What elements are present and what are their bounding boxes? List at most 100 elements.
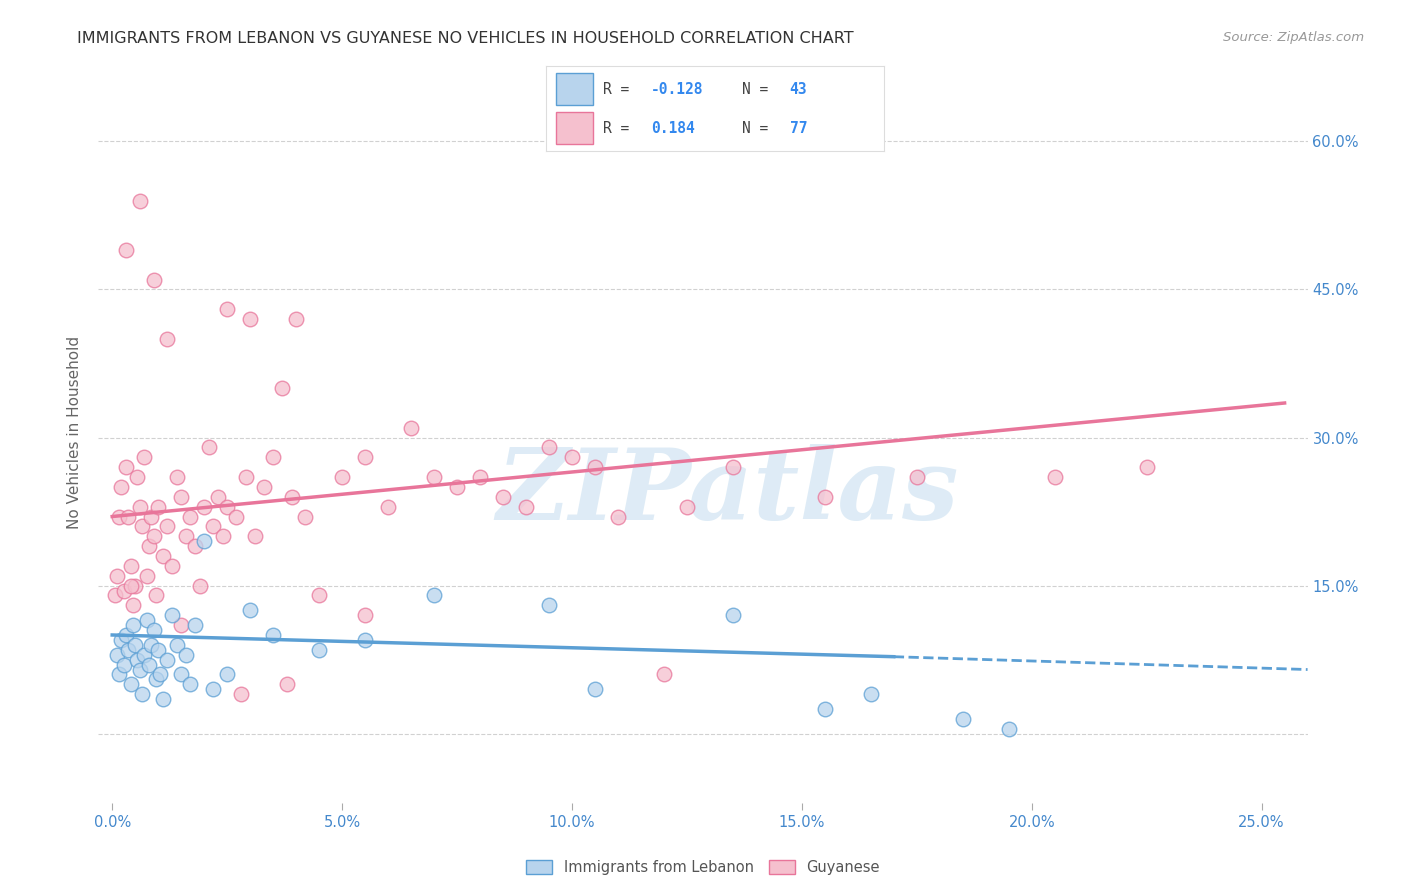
Point [859,687,882,701]
Point [537,599,560,613]
Point [721,460,744,475]
Point [120,579,142,593]
Point [141,509,163,524]
Point [135,613,157,627]
Point [131,687,153,701]
Point [160,558,183,573]
Point [115,460,138,475]
Point [308,642,330,657]
Point [127,470,149,484]
Point [138,657,160,672]
Point [120,677,142,691]
Point [184,539,207,553]
Point [188,579,211,593]
Point [952,712,974,726]
Text: Source: ZipAtlas.com: Source: ZipAtlas.com [1223,31,1364,45]
Point [148,642,170,657]
Point [308,589,330,603]
Point [152,549,174,563]
Point [399,420,422,434]
Point [128,500,150,514]
Point [243,529,266,543]
Point [174,529,197,543]
Point [446,480,468,494]
Point [1043,470,1066,484]
Point [271,381,294,395]
Point [122,599,145,613]
Point [814,702,837,716]
Point [112,657,135,672]
Point [179,509,201,524]
Point [115,628,138,642]
Point [354,450,377,465]
Point [330,470,353,484]
Point [122,618,145,632]
Point [225,509,247,524]
Point [280,490,302,504]
Point [124,638,146,652]
Point [112,583,135,598]
Point [179,677,201,691]
Point [997,722,1019,736]
Point [134,648,156,662]
Point [253,480,276,494]
Point [276,677,298,691]
Point [492,490,515,504]
Point [141,638,163,652]
Point [537,441,560,455]
Point [156,519,179,533]
Point [149,667,172,681]
Point [134,450,156,465]
Point [193,534,215,549]
Point [170,667,193,681]
Point [207,490,229,504]
Point [1136,460,1159,475]
Point [142,272,165,286]
Point [145,589,167,603]
Point [156,653,179,667]
Point [110,480,132,494]
Text: IMMIGRANTS FROM LEBANON VS GUYANESE NO VEHICLES IN HOUSEHOLD CORRELATION CHART: IMMIGRANTS FROM LEBANON VS GUYANESE NO V… [77,31,853,46]
Point [105,648,128,662]
Point [193,500,215,514]
Point [197,441,219,455]
Point [184,618,207,632]
Point [423,589,446,603]
Point [135,568,157,582]
Point [354,608,377,623]
Point [217,667,239,681]
Point [142,623,165,637]
Legend: Immigrants from Lebanon, Guyanese: Immigrants from Lebanon, Guyanese [520,854,886,880]
Point [814,490,837,504]
Point [262,628,284,642]
Point [127,653,149,667]
Point [166,470,188,484]
Point [124,579,146,593]
Point [294,509,316,524]
Point [156,332,179,346]
Point [160,608,183,623]
Point [468,470,491,484]
Point [105,568,128,582]
Point [170,618,193,632]
Point [211,529,233,543]
Point [145,673,167,687]
Point [202,682,225,697]
Point [607,509,630,524]
Point [652,667,675,681]
Point [128,663,150,677]
Point [142,529,165,543]
Point [117,642,139,657]
Point [423,470,446,484]
Point [239,312,262,326]
Point [721,608,744,623]
Point [148,500,170,514]
Point [262,450,284,465]
Point [166,638,188,652]
Point [239,603,262,617]
Point [108,667,131,681]
Point [285,312,308,326]
Y-axis label: No Vehicles in Household: No Vehicles in Household [67,336,83,529]
Point [170,490,193,504]
Point [117,509,139,524]
